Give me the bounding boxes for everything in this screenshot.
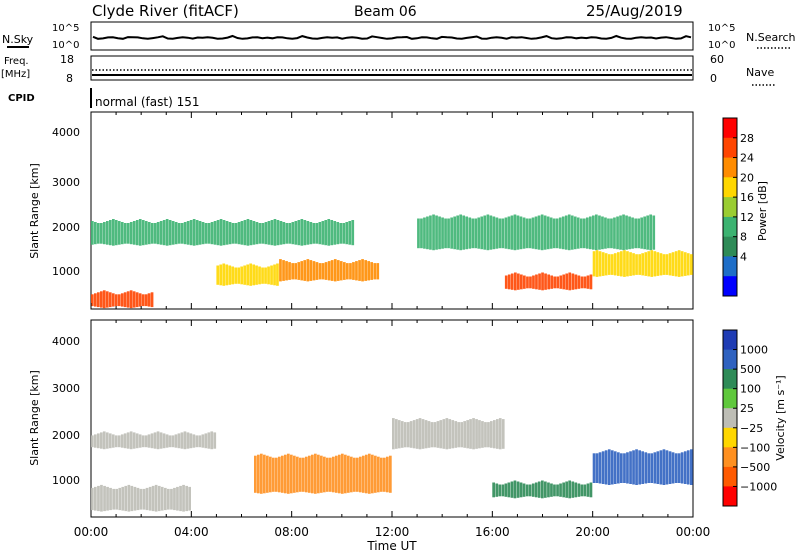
colorbar-swatch [723,427,737,448]
colorbar-tick-label: 100 [740,383,761,396]
cpid-label: CPID [8,93,35,104]
velocity-colorbar-label: Velocity [m s⁻¹] [774,375,787,460]
scatter-region [392,418,505,450]
x-tick-label: 04:00 [174,525,209,539]
colorbar-tick-label: 20 [740,171,754,184]
power-ytick-3000: 3000 [52,176,80,189]
scatter-region [504,272,593,291]
nsky-tick-low: 10^0 [52,40,79,51]
colorbar-tick-label: 24 [740,152,754,165]
colorbar-swatch [723,486,737,507]
colorbar-swatch [723,137,737,159]
colorbar-tick-label: −25 [740,422,763,435]
nave-tick-low: 0 [710,72,717,85]
colorbar-swatch [723,276,737,297]
freq-label: Freq. [4,56,29,67]
colorbar-swatch [723,447,737,468]
freq-tick-low: 8 [66,72,73,85]
colorbar-swatch [723,197,737,218]
nsky-label: N.Sky [2,33,34,46]
x-tick-label: 12:00 [375,525,410,539]
x-tick-label: 00:00 [74,525,109,539]
colorbar-swatch [723,408,737,429]
station-title: Clyde River (fitACF) [92,2,239,20]
colorbar-tick-label: 4 [740,250,747,263]
colorbar-swatch [723,388,737,409]
colorbar-tick-label: 8 [740,231,747,244]
scatter-region [492,480,593,499]
x-tick-label: 00:00 [676,525,711,539]
colorbar-swatch [723,177,737,198]
colorbar-swatch [723,236,737,257]
colorbar-tick-label: 16 [740,191,754,204]
beam-title: Beam 06 [354,4,417,20]
nave-label: Nave [746,66,774,79]
power-ytick-2000: 2000 [52,221,80,234]
colorbar-swatch [723,118,737,139]
colorbar-tick-label: 28 [740,132,754,145]
nsky-trace [92,34,692,40]
colorbar-swatch [723,216,737,238]
nave-tick-high: 60 [710,53,724,66]
scatter-region [216,263,279,286]
velocity-panel: 4000 3000 2000 1000 Slant Range [km] 100… [28,319,787,518]
scatter-region [91,484,191,512]
x-tick-label: 08:00 [274,525,309,539]
x-tick-label: 20:00 [575,525,610,539]
colorbar-swatch [723,330,737,351]
power-colorbar [722,117,738,297]
scatter-region [91,290,154,309]
colorbar-tick-label: 25 [740,402,754,415]
power-colorbar-label: Power [dB] [756,181,769,241]
colorbar-swatch [723,256,737,277]
x-tick-label: 16:00 [475,525,510,539]
power-ytick-1000: 1000 [52,265,80,278]
velocity-colorbar [722,329,738,507]
freq-tick-high: 18 [60,53,74,66]
power-ylabel: Slant Range [km] [28,163,41,259]
colorbar-tick-label: 12 [740,211,754,224]
scatter-region [417,214,656,251]
date-title: 25/Aug/2019 [586,2,683,20]
nsky-tick-high: 10^5 [52,23,79,34]
colorbar-tick-label: −100 [740,441,770,454]
x-axis: 00:00 04:00 08:00 12:00 16:00 20:00 00:00 [74,525,711,539]
scatter-region [592,449,693,485]
power-panel: 4000 3000 2000 1000 Slant Range [km] 28 2… [28,111,769,310]
colorbar-swatch [723,157,737,178]
scatter-region [279,259,380,282]
nsky-panel: N.Sky 10^5 10^0 10^5 10^0 N.Search [2,21,796,51]
scatter-region [91,219,355,246]
cpid-value: normal (fast) 151 [95,95,199,109]
colorbar-tick-label: −1000 [740,480,777,493]
scatter-region [254,453,392,494]
velocity-ytick-3000: 3000 [52,382,80,395]
colorbar-swatch [723,466,737,487]
velocity-ylabel: Slant Range [km] [28,370,41,466]
freq-panel: Freq. [MHz] 18 8 60 0 Nave [1,53,775,86]
nsearch-label: N.Search [746,31,796,44]
colorbar-swatch [723,349,737,370]
colorbar-tick-label: 1000 [740,344,768,357]
velocity-ytick-1000: 1000 [52,474,80,487]
colorbar-tick-label: −500 [740,461,770,474]
velocity-ytick-2000: 2000 [52,429,80,442]
nsearch-tick-low: 10^0 [708,40,735,51]
colorbar-swatch [723,369,737,390]
freq-unit-label: [MHz] [1,69,30,80]
colorbar-tick-label: 500 [740,363,761,376]
scatter-region [592,250,693,277]
scatter-region [91,431,217,450]
velocity-heatmap [91,418,693,512]
velocity-ytick-4000: 4000 [52,335,80,348]
x-axis-label: Time UT [366,539,417,553]
nsearch-tick-high: 10^5 [708,23,735,34]
power-heatmap [91,214,693,309]
power-ytick-4000: 4000 [52,126,80,139]
